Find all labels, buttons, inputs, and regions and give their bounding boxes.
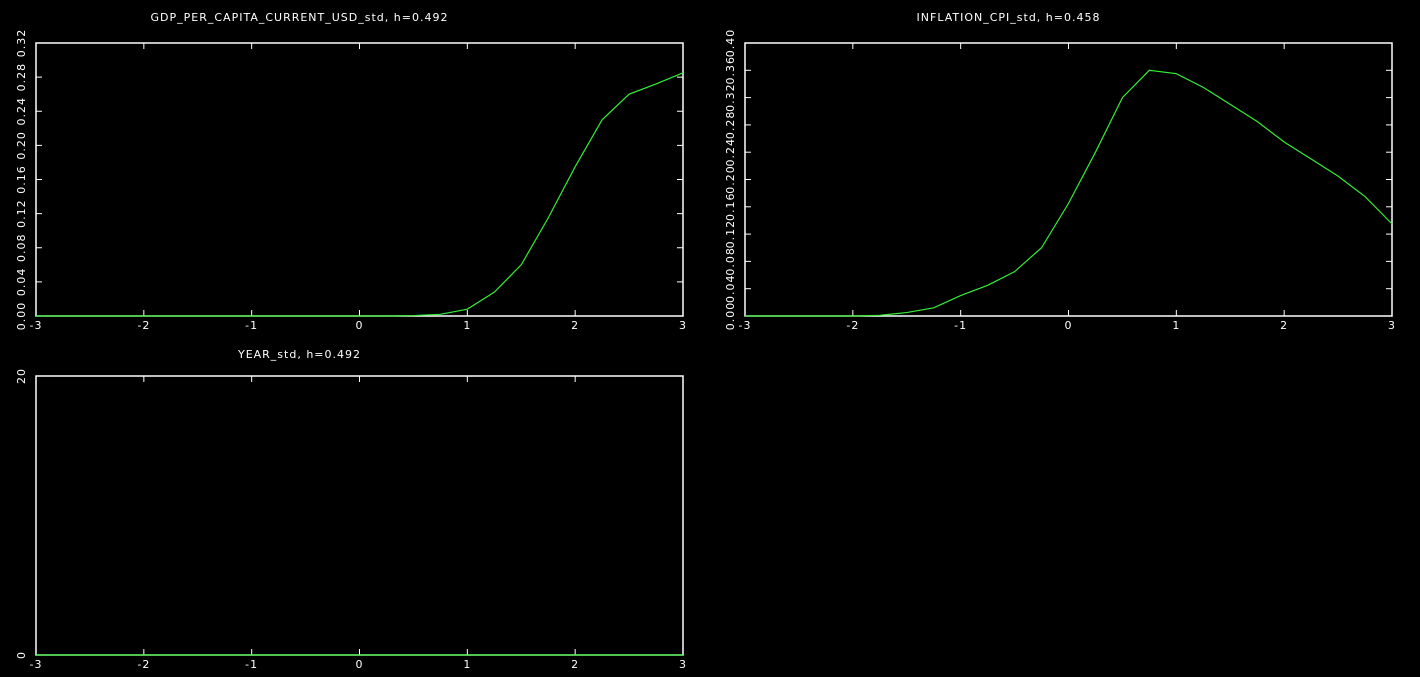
y-tick-label: 0.36 <box>724 56 737 85</box>
density-line <box>36 72 684 317</box>
x-tick-label: -1 <box>954 319 967 332</box>
y-tick-label: 0.12 <box>15 199 28 228</box>
chart-title: INFLATION_CPI_std, h=0.458 <box>917 11 1101 24</box>
y-tick-label: 0.04 <box>724 274 737 303</box>
x-tick-label: 3 <box>679 319 687 332</box>
y-tick-label: 0.16 <box>15 165 28 194</box>
x-tick-label: 2 <box>1280 319 1288 332</box>
y-tick-label: 0.20 <box>724 165 737 194</box>
density-line <box>745 69 1393 317</box>
chart-title: YEAR_std, h=0.492 <box>237 348 361 361</box>
y-tick-label: 0.20 <box>15 131 28 160</box>
y-tick-label: 0.08 <box>15 234 28 263</box>
y-tick-label: 0.08 <box>724 247 737 276</box>
plot-frame <box>35 375 684 656</box>
x-tick-label: -3 <box>739 319 752 332</box>
plot-frame <box>744 42 1393 317</box>
y-tick-label: 0.16 <box>724 193 737 222</box>
y-tick-label: 20 <box>15 368 28 384</box>
y-tick-label: 0.32 <box>15 29 28 58</box>
x-tick-label: -2 <box>137 658 150 671</box>
x-tick-label: 1 <box>463 319 471 332</box>
y-tick-label: 0.40 <box>724 29 737 58</box>
y-tick-label: 0.28 <box>15 63 28 92</box>
x-tick-label: 1 <box>463 658 471 671</box>
y-tick-label: 0.32 <box>724 83 737 112</box>
x-tick-label: 1 <box>1172 319 1180 332</box>
x-tick-label: -1 <box>245 319 258 332</box>
y-tick-label: 0.28 <box>724 111 737 139</box>
x-tick-label: 2 <box>571 319 579 332</box>
x-tick-label: -3 <box>30 658 43 671</box>
x-tick-label: 0 <box>356 319 364 332</box>
x-tick-label: 3 <box>1388 319 1396 332</box>
y-tick-label: 0.00 <box>724 302 737 331</box>
plot-frame <box>35 42 684 317</box>
x-tick-label: -2 <box>846 319 859 332</box>
x-tick-label: -1 <box>245 658 258 671</box>
y-tick-label: 0.12 <box>724 220 737 249</box>
y-tick-label: 0.00 <box>15 302 28 331</box>
x-tick-label: 2 <box>571 658 579 671</box>
x-tick-label: 3 <box>679 658 687 671</box>
chart-title: GDP_PER_CAPITA_CURRENT_USD_std, h=0.492 <box>151 11 449 24</box>
y-tick-label: 0.04 <box>15 268 28 297</box>
x-tick-label: 0 <box>356 658 364 671</box>
x-tick-label: -2 <box>137 319 150 332</box>
x-tick-label: -3 <box>30 319 43 332</box>
x-tick-label: 0 <box>1065 319 1073 332</box>
y-tick-label: 0.24 <box>724 138 737 167</box>
y-tick-label: 0 <box>15 651 28 659</box>
y-tick-label: 0.24 <box>15 97 28 126</box>
